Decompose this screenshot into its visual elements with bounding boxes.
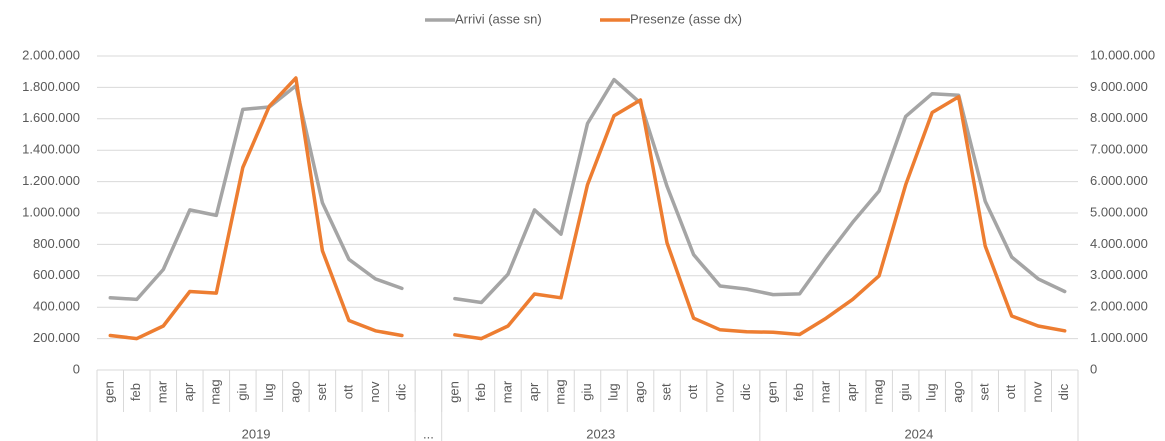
group-label: 2023 — [586, 426, 615, 441]
x-tick-label: dic — [393, 383, 408, 400]
x-tick-label: feb — [791, 383, 806, 401]
x-tick-label: ago — [287, 381, 302, 403]
y2-tick-label: 3.000.000 — [1090, 267, 1148, 282]
y2-tick-label: 6.000.000 — [1090, 173, 1148, 188]
y-tick-label: 0 — [73, 361, 80, 376]
x-tick-label: gen — [765, 381, 780, 403]
group-label: 2019 — [242, 426, 271, 441]
y-tick-label: 400.000 — [33, 299, 80, 314]
y2-tick-label: 5.000.000 — [1090, 204, 1148, 219]
y-tick-label: 2.000.000 — [22, 47, 80, 62]
x-tick-label: mag — [552, 379, 567, 404]
x-tick-label: set — [658, 383, 673, 401]
x-tick-label: ago — [950, 381, 965, 403]
x-tick-label: nov — [712, 381, 727, 402]
x-tick-label: mar — [499, 380, 514, 403]
x-tick-label: apr — [181, 382, 196, 401]
y-tick-label: 1.200.000 — [22, 173, 80, 188]
x-tick-label: mar — [155, 380, 170, 403]
x-tick-label: lug — [261, 383, 276, 400]
y2-tick-label: 8.000.000 — [1090, 110, 1148, 125]
x-tick-label: giu — [579, 383, 594, 400]
x-tick-label: nov — [1030, 381, 1045, 402]
x-tick-label: mar — [818, 380, 833, 403]
y-tick-label: 1.800.000 — [22, 79, 80, 94]
y2-tick-label: 1.000.000 — [1090, 330, 1148, 345]
x-tick-label: giu — [234, 383, 249, 400]
y2-tick-label: 10.000.000 — [1090, 47, 1155, 62]
x-tick-label: dic — [1056, 383, 1071, 400]
x-tick-label: set — [314, 383, 329, 401]
x-tick-label: apr — [844, 382, 859, 401]
x-tick-label: mag — [208, 379, 223, 404]
y-tick-label: 600.000 — [33, 267, 80, 282]
group-label: 2024 — [904, 426, 933, 441]
x-tick-label: feb — [473, 383, 488, 401]
x-tick-label: ott — [1003, 384, 1018, 399]
legend-label: Arrivi (asse sn) — [455, 11, 542, 26]
y2-tick-label: 7.000.000 — [1090, 142, 1148, 157]
y-tick-label: 800.000 — [33, 236, 80, 251]
y2-tick-label: 2.000.000 — [1090, 299, 1148, 314]
y2-tick-label: 4.000.000 — [1090, 236, 1148, 251]
y-tick-label: 1.400.000 — [22, 142, 80, 157]
x-tick-label: giu — [897, 383, 912, 400]
y-tick-label: 1.000.000 — [22, 204, 80, 219]
y2-tick-label: 0 — [1090, 361, 1097, 376]
x-tick-label: lug — [605, 383, 620, 400]
x-tick-label: mag — [871, 379, 886, 404]
group-label: ... — [423, 426, 434, 441]
legend-label: Presenze (asse dx) — [630, 11, 742, 26]
series-line — [108, 76, 1067, 341]
x-tick-label: gen — [102, 381, 117, 403]
x-tick-label: apr — [526, 382, 541, 401]
x-tick-label: ott — [685, 384, 700, 399]
x-tick-label: feb — [128, 383, 143, 401]
x-tick-label: dic — [738, 383, 753, 400]
x-tick-label: nov — [367, 381, 382, 402]
x-tick-label: ott — [340, 384, 355, 399]
x-tick-label: ago — [632, 381, 647, 403]
x-tick-label: gen — [446, 381, 461, 403]
x-tick-label: set — [977, 383, 992, 401]
x-tick-label: lug — [924, 383, 939, 400]
y2-tick-label: 9.000.000 — [1090, 79, 1148, 94]
y-tick-label: 1.600.000 — [22, 110, 80, 125]
y-tick-label: 200.000 — [33, 330, 80, 345]
